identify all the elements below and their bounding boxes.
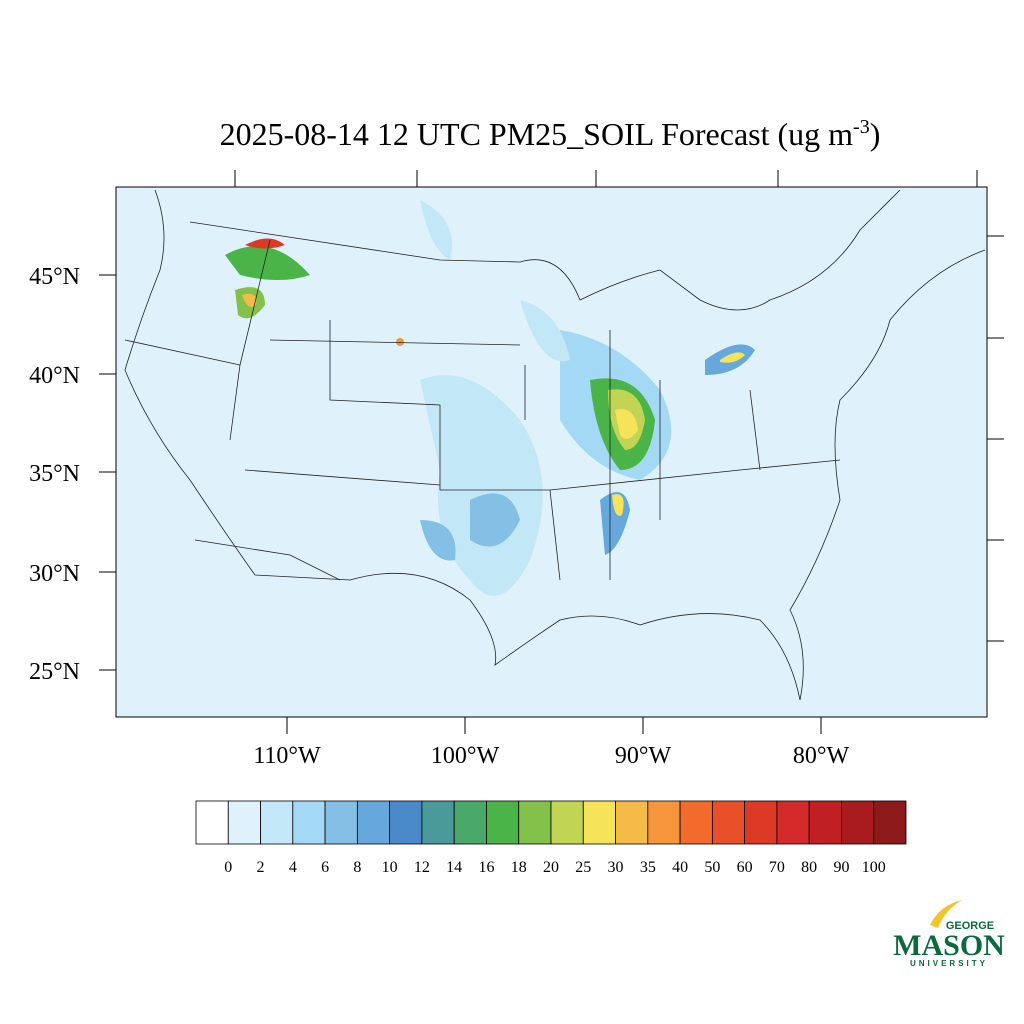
colorbar-box <box>679 800 713 845</box>
colorbar-box <box>389 800 423 845</box>
colorbar-label: 16 <box>478 859 494 876</box>
lat-label: 40°N <box>29 363 80 389</box>
colorbar-box <box>647 800 681 845</box>
colorbar-label: 50 <box>704 859 720 876</box>
colorbar-label: 6 <box>321 859 329 876</box>
colorbar-box <box>518 800 552 845</box>
colorbar-box <box>356 800 391 845</box>
colorbar-label: 90 <box>833 859 849 876</box>
colorbar-label: 25 <box>575 859 591 876</box>
lon-label: 100°W <box>431 743 500 769</box>
colorbar-box <box>227 800 261 845</box>
colorbar-box <box>421 800 455 845</box>
lat-label: 35°N <box>29 461 80 487</box>
map-frame <box>115 186 988 718</box>
colorbar-box <box>841 800 875 845</box>
colorbar-box <box>453 800 487 845</box>
logo-top: GEORGE <box>946 920 994 932</box>
colorbar-label: 14 <box>446 859 462 876</box>
colorbar-label: 10 <box>382 859 398 876</box>
colorbar-box <box>324 800 358 845</box>
lat-label: 30°N <box>29 561 80 587</box>
blobs <box>225 200 755 596</box>
colorbar-box <box>582 800 616 845</box>
colorbar-label: 60 <box>737 859 753 876</box>
map <box>115 186 988 718</box>
colorbar-box <box>550 800 584 845</box>
colorbar-box <box>260 800 294 845</box>
colorbar-label: 30 <box>608 859 624 876</box>
colorbar-box <box>873 800 907 845</box>
title-close: ) <box>870 116 881 152</box>
colorbar-label: 70 <box>769 859 785 876</box>
logo-bottom: UNIVERSITY <box>910 959 988 968</box>
colorbar-label: 80 <box>801 859 817 876</box>
colorbar-box <box>615 800 649 845</box>
logo-main: MASON <box>893 929 1005 962</box>
lat-label: 45°N <box>29 264 80 290</box>
colorbar-label: 20 <box>543 859 559 876</box>
lon-label: 110°W <box>253 743 321 769</box>
colorbar-label: 40 <box>672 859 688 876</box>
title-main: 2025-08-14 12 UTC PM25_SOIL Forecast (ug… <box>220 116 854 152</box>
colorbar-box <box>744 800 778 845</box>
colorbar-label: 8 <box>353 859 361 876</box>
lat-label: 25°N <box>29 659 80 685</box>
logo-swoosh <box>930 900 962 928</box>
colorbar-box <box>711 800 746 845</box>
title-superscript: -3 <box>853 116 870 138</box>
borders <box>124 189 986 701</box>
colorbar-label: 12 <box>414 859 430 876</box>
colorbar-box <box>486 800 520 845</box>
colorbar-label: 100 <box>862 859 886 876</box>
colorbar-label: 35 <box>640 859 656 876</box>
colorbar-label: 2 <box>257 859 265 876</box>
lon-label: 80°W <box>793 743 850 769</box>
colorbar-box <box>292 800 326 845</box>
colorbar-label: 0 <box>224 859 232 876</box>
colorbar-box <box>776 800 810 845</box>
title: 2025-08-14 12 UTC PM25_SOIL Forecast (ug… <box>220 116 881 152</box>
colorbar-box <box>808 800 842 845</box>
colorbar-label: 4 <box>289 859 297 876</box>
lon-label: 90°W <box>615 743 672 769</box>
colorbar-box <box>195 800 229 845</box>
colorbar-label: 18 <box>511 859 527 876</box>
